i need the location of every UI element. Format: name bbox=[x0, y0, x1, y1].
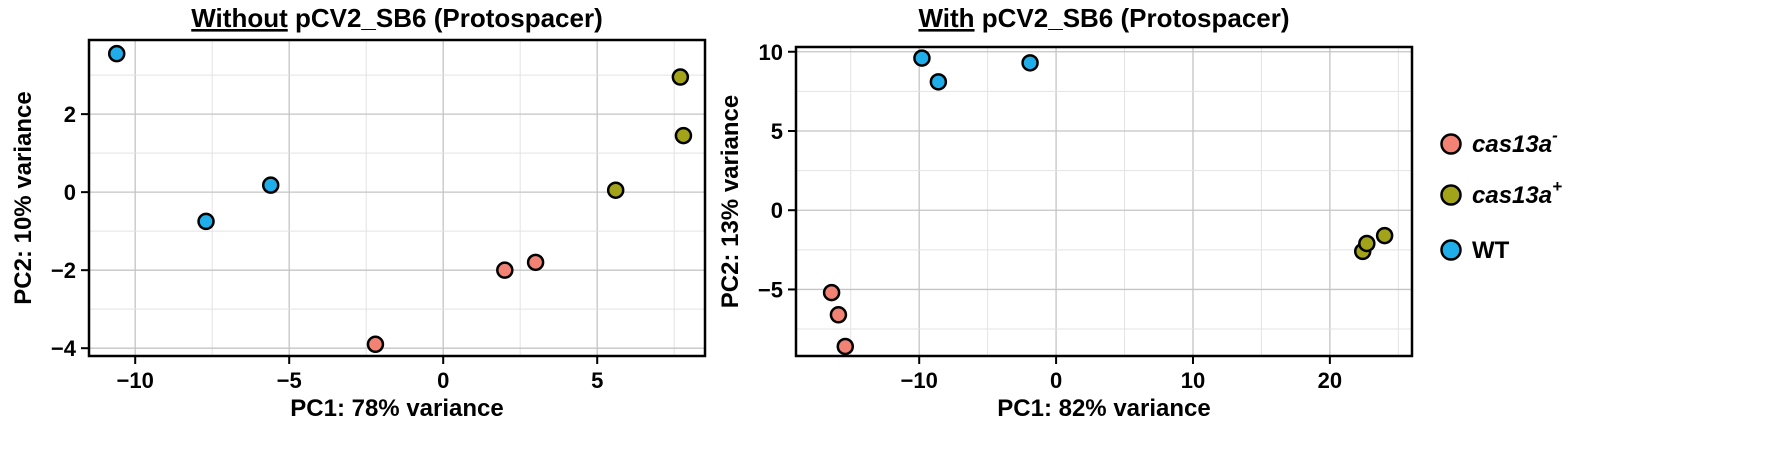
grid bbox=[89, 40, 705, 356]
x-tick-label: 20 bbox=[1318, 368, 1342, 393]
x-axis-label: PC1: 78% variance bbox=[290, 395, 503, 422]
legend-label: cas13a+ bbox=[1472, 177, 1562, 209]
chart-title-underlined: Without bbox=[191, 3, 288, 33]
y-tick-label: 0 bbox=[64, 180, 76, 205]
x-tick-label: −10 bbox=[901, 368, 938, 393]
legend-superscript: + bbox=[1552, 177, 1562, 196]
x-tick-label: 0 bbox=[1050, 368, 1062, 393]
series-WT bbox=[107, 44, 280, 231]
legend-marker bbox=[1440, 239, 1462, 261]
data-point bbox=[526, 253, 545, 272]
legend-marker bbox=[1440, 184, 1462, 206]
plot-frame bbox=[87, 38, 707, 358]
x-tick-label: 10 bbox=[1181, 368, 1205, 393]
legend-item-cas13a_minus: cas13a- bbox=[1440, 126, 1558, 158]
data-point bbox=[836, 337, 855, 356]
series-cas13a_minus bbox=[366, 253, 545, 354]
chart-title: Without pCV2_SB6 (Protospacer) bbox=[191, 3, 602, 33]
x-tick-label: 5 bbox=[591, 368, 603, 393]
data-point bbox=[674, 126, 693, 145]
data-point bbox=[261, 176, 280, 194]
x-tick-label: 0 bbox=[437, 368, 449, 393]
x-tick-label: −10 bbox=[117, 368, 154, 393]
y-tick-label: 10 bbox=[759, 40, 783, 65]
y-tick-label: 0 bbox=[771, 198, 783, 223]
legend-label: WT bbox=[1472, 237, 1510, 264]
series-cas13a_plus bbox=[606, 68, 693, 199]
legend-item-WT: WT bbox=[1440, 237, 1510, 264]
data-point bbox=[107, 44, 126, 63]
grid bbox=[796, 47, 1412, 356]
data-point bbox=[606, 181, 625, 199]
data-point bbox=[1375, 226, 1394, 245]
data-point bbox=[671, 68, 690, 86]
series-cas13a_plus bbox=[1353, 226, 1394, 261]
series-WT bbox=[913, 49, 1039, 91]
data-point bbox=[1021, 54, 1039, 72]
y-tick-label: 2 bbox=[64, 102, 76, 127]
legend-marker bbox=[1440, 133, 1462, 155]
legend-label: cas13a- bbox=[1472, 126, 1558, 158]
chart-title-underlined: With bbox=[918, 3, 974, 33]
chart-title-rest: pCV2_SB6 (Protospacer) bbox=[975, 3, 1290, 33]
x-tick-label: −5 bbox=[277, 368, 302, 393]
y-tick-label: −5 bbox=[758, 277, 783, 302]
legend-item-cas13a_plus: cas13a+ bbox=[1440, 177, 1562, 209]
plot-frame bbox=[794, 45, 1414, 358]
chart-title-rest: pCV2_SB6 (Protospacer) bbox=[288, 3, 603, 33]
data-point bbox=[829, 306, 848, 324]
data-point bbox=[366, 335, 385, 354]
y-axis-label: PC2: 10% variance bbox=[10, 91, 37, 304]
y-tick-label: −2 bbox=[51, 258, 76, 283]
series-cas13a_minus bbox=[822, 283, 855, 356]
x-axis-label: PC1: 82% variance bbox=[997, 395, 1210, 422]
data-point bbox=[913, 49, 931, 67]
data-point bbox=[197, 212, 215, 231]
legend: cas13a-cas13a+ WT bbox=[1440, 126, 1562, 264]
data-point bbox=[496, 261, 514, 279]
y-axis-label: PC2: 13% variance bbox=[717, 95, 744, 308]
chart-title: With pCV2_SB6 (Protospacer) bbox=[918, 3, 1289, 33]
y-tick-label: −4 bbox=[51, 336, 77, 361]
data-point bbox=[1358, 234, 1376, 253]
legend-superscript: - bbox=[1552, 126, 1558, 145]
data-point bbox=[929, 73, 948, 91]
data-point bbox=[822, 283, 841, 302]
y-tick-label: 5 bbox=[771, 119, 783, 144]
pca-panel-without: −10 −5 0 5 −4 −2 0 2 PC1: 78% variance PC2: 10% v… bbox=[10, 3, 707, 422]
